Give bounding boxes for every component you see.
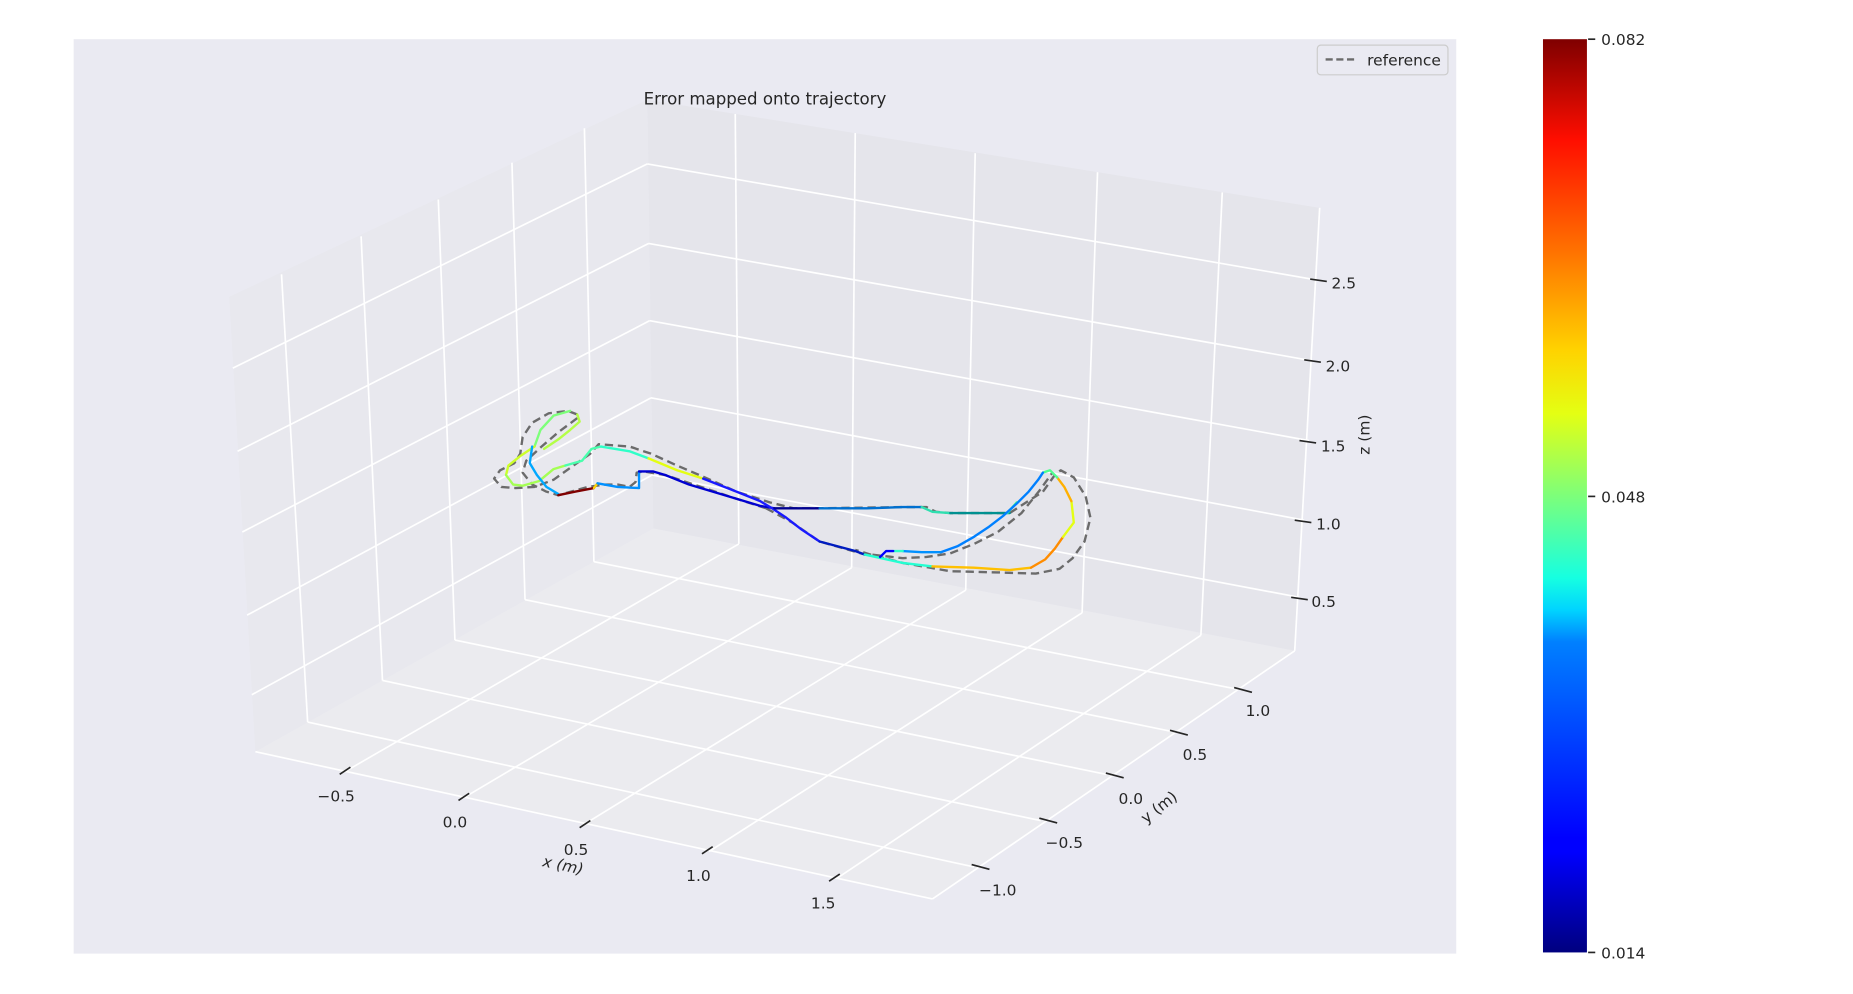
z-tick-label: 1.5 bbox=[1321, 437, 1346, 455]
error-trajectory bbox=[504, 409, 1075, 572]
z-tick-label: 2.5 bbox=[1332, 275, 1357, 293]
z-tick-label: 0.5 bbox=[1311, 593, 1336, 611]
y-tick-label: 1.0 bbox=[1246, 702, 1271, 720]
y-tick-label: 0.0 bbox=[1119, 790, 1144, 808]
x-tick-label: 0.0 bbox=[443, 814, 468, 832]
colorbar-tick-label: 0.048 bbox=[1601, 488, 1645, 506]
z-tick-label: 2.0 bbox=[1326, 358, 1351, 376]
y-tick-label: −1.0 bbox=[979, 881, 1017, 899]
legend-label: reference bbox=[1367, 51, 1441, 69]
x-tick-label: −0.5 bbox=[317, 788, 355, 806]
x-tick-label: 0.5 bbox=[564, 841, 589, 859]
z-tick-label: 1.0 bbox=[1316, 516, 1341, 534]
colorbar-tick-label: 0.082 bbox=[1601, 31, 1645, 49]
z-axis: 2.5 2.0 1.5 1.0 0.5 z (m) bbox=[1291, 275, 1374, 611]
chart-title: Error mapped onto trajectory bbox=[644, 90, 887, 109]
y-tick-label: −0.5 bbox=[1046, 834, 1084, 852]
legend: reference bbox=[1316, 44, 1449, 76]
gridlines bbox=[232, 114, 1321, 900]
colorbar-tick-label: 0.014 bbox=[1601, 944, 1645, 962]
colorbar: 0.082 0.048 0.014 bbox=[1542, 31, 1645, 962]
y-tick-label: 0.5 bbox=[1183, 746, 1208, 764]
x-tick-label: 1.0 bbox=[686, 867, 711, 885]
z-axis-label: z (m) bbox=[1356, 415, 1374, 455]
x-tick-label: 1.5 bbox=[811, 894, 836, 912]
3d-panes bbox=[229, 99, 1320, 899]
x-axis: −0.5 0.0 0.5 1.0 1.5 x (m) bbox=[317, 766, 841, 912]
